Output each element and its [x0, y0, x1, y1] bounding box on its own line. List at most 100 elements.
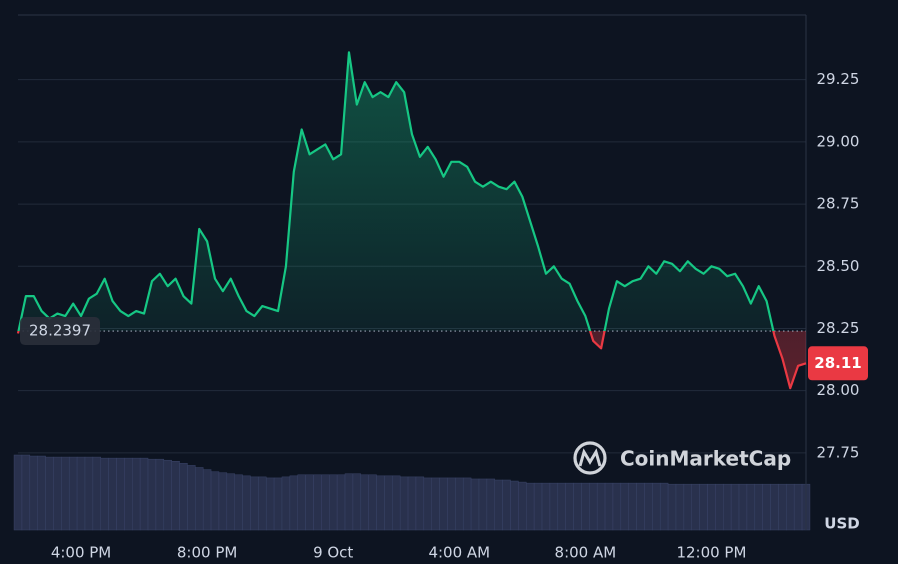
- volume-bar: [132, 457, 141, 531]
- volume-bar: [155, 458, 165, 531]
- volume-bar: [455, 477, 464, 531]
- volume-bar: [376, 475, 385, 531]
- watermark-text: CoinMarketCap: [620, 447, 791, 471]
- volume-bar: [68, 456, 78, 531]
- volume-bar: [699, 483, 708, 531]
- volume-bar: [305, 474, 314, 531]
- price-line-up: [17, 51, 775, 332]
- volume-bar: [565, 482, 574, 531]
- last-price-box: [808, 346, 868, 381]
- volume-bar: [92, 456, 101, 531]
- volume-bar: [202, 469, 212, 531]
- volume-bar: [439, 477, 448, 531]
- volume-bar: [786, 483, 795, 531]
- volume-bar: [53, 456, 62, 531]
- volume-bar: [250, 476, 259, 531]
- y-tick-label: 27.75: [817, 443, 860, 461]
- volume-bar: [226, 473, 235, 531]
- volume-bar: [344, 473, 354, 531]
- area-up: [18, 52, 774, 332]
- volume-bar: [100, 457, 109, 531]
- volume-bar: [289, 475, 298, 531]
- volume-bar: [612, 482, 622, 531]
- volume-bar: [486, 478, 495, 531]
- volume-bar: [368, 474, 377, 531]
- volume-bar: [415, 476, 425, 531]
- volume-bar: [423, 477, 432, 531]
- volume-bar: [478, 478, 488, 531]
- volume-bar: [13, 454, 23, 531]
- volume-bar: [541, 482, 551, 531]
- volume-bar: [470, 478, 480, 531]
- y-tick-label: 29.25: [817, 70, 860, 88]
- baseline-label: 28.2397: [29, 322, 91, 340]
- volume-bar: [596, 482, 606, 531]
- plot: [16, 51, 807, 390]
- volume-bar: [549, 482, 559, 531]
- volume-bar: [218, 472, 228, 531]
- volume-bar: [21, 454, 31, 531]
- volume-bar: [242, 475, 251, 531]
- volume-bar: [258, 476, 267, 531]
- volume-bar: [447, 477, 456, 531]
- volume-bar: [76, 456, 86, 531]
- volume-bar: [61, 456, 70, 531]
- volume-bar: [652, 482, 661, 531]
- volume-bar: [667, 483, 677, 531]
- volume-bar: [604, 482, 614, 531]
- volume-bar: [139, 457, 149, 531]
- y-tick-label: 28.00: [817, 381, 860, 399]
- volume-bar: [360, 474, 369, 531]
- volume-bar: [502, 479, 511, 531]
- volume-bar: [683, 483, 692, 531]
- x-tick-label: 4:00 AM: [428, 544, 490, 562]
- volume-bar: [644, 482, 653, 531]
- volume-bar: [273, 477, 283, 531]
- volume-bar: [45, 456, 54, 531]
- volume-bar: [754, 483, 763, 531]
- volume-bar: [510, 480, 519, 531]
- x-tick-label: 4:00 PM: [51, 544, 111, 562]
- baseline-label-box: [20, 317, 100, 346]
- logo-mark: [578, 448, 602, 467]
- x-tick-label: 8:00 PM: [177, 544, 237, 562]
- volume-bar: [37, 455, 46, 531]
- volume-bar: [195, 467, 204, 531]
- volume-bar: [762, 483, 771, 531]
- volume-bar: [573, 482, 582, 531]
- volume-bar: [29, 455, 38, 531]
- y-tick-label: 28.75: [817, 195, 860, 213]
- volume-bar: [399, 476, 409, 531]
- volume-bar: [163, 459, 172, 531]
- volume-bar: [187, 465, 196, 531]
- volume-bar: [234, 474, 243, 531]
- volume-bar: [746, 483, 756, 531]
- volume-bar: [431, 477, 440, 531]
- x-tick-label: 8:00 AM: [555, 544, 617, 562]
- volume-bar: [730, 483, 740, 531]
- volume-bar: [723, 483, 732, 531]
- volume-bar: [265, 477, 275, 531]
- volume-bar: [124, 457, 133, 531]
- x-tick-label: 9 Oct: [313, 544, 353, 562]
- volume-bar: [659, 482, 669, 531]
- volume-bar: [321, 474, 330, 531]
- volume-bar: [620, 482, 629, 531]
- volume-bar: [313, 474, 322, 531]
- volume-bar: [675, 483, 685, 531]
- volume-bars: [13, 454, 811, 531]
- y-tick-label: 28.25: [817, 319, 860, 337]
- volume-bar: [518, 481, 527, 531]
- unit-label: USD: [824, 515, 859, 533]
- volume-bar: [407, 476, 417, 531]
- volume-bar: [392, 475, 401, 531]
- volume-bar: [329, 474, 338, 531]
- volume-bar: [384, 475, 393, 531]
- volume-bar: [494, 479, 503, 531]
- y-tick-label: 28.50: [817, 257, 860, 275]
- volume-bar: [210, 471, 220, 531]
- volume-bar: [147, 458, 157, 531]
- volume-bar: [171, 461, 180, 531]
- volume-bar: [108, 457, 117, 531]
- volume-bar: [462, 477, 472, 531]
